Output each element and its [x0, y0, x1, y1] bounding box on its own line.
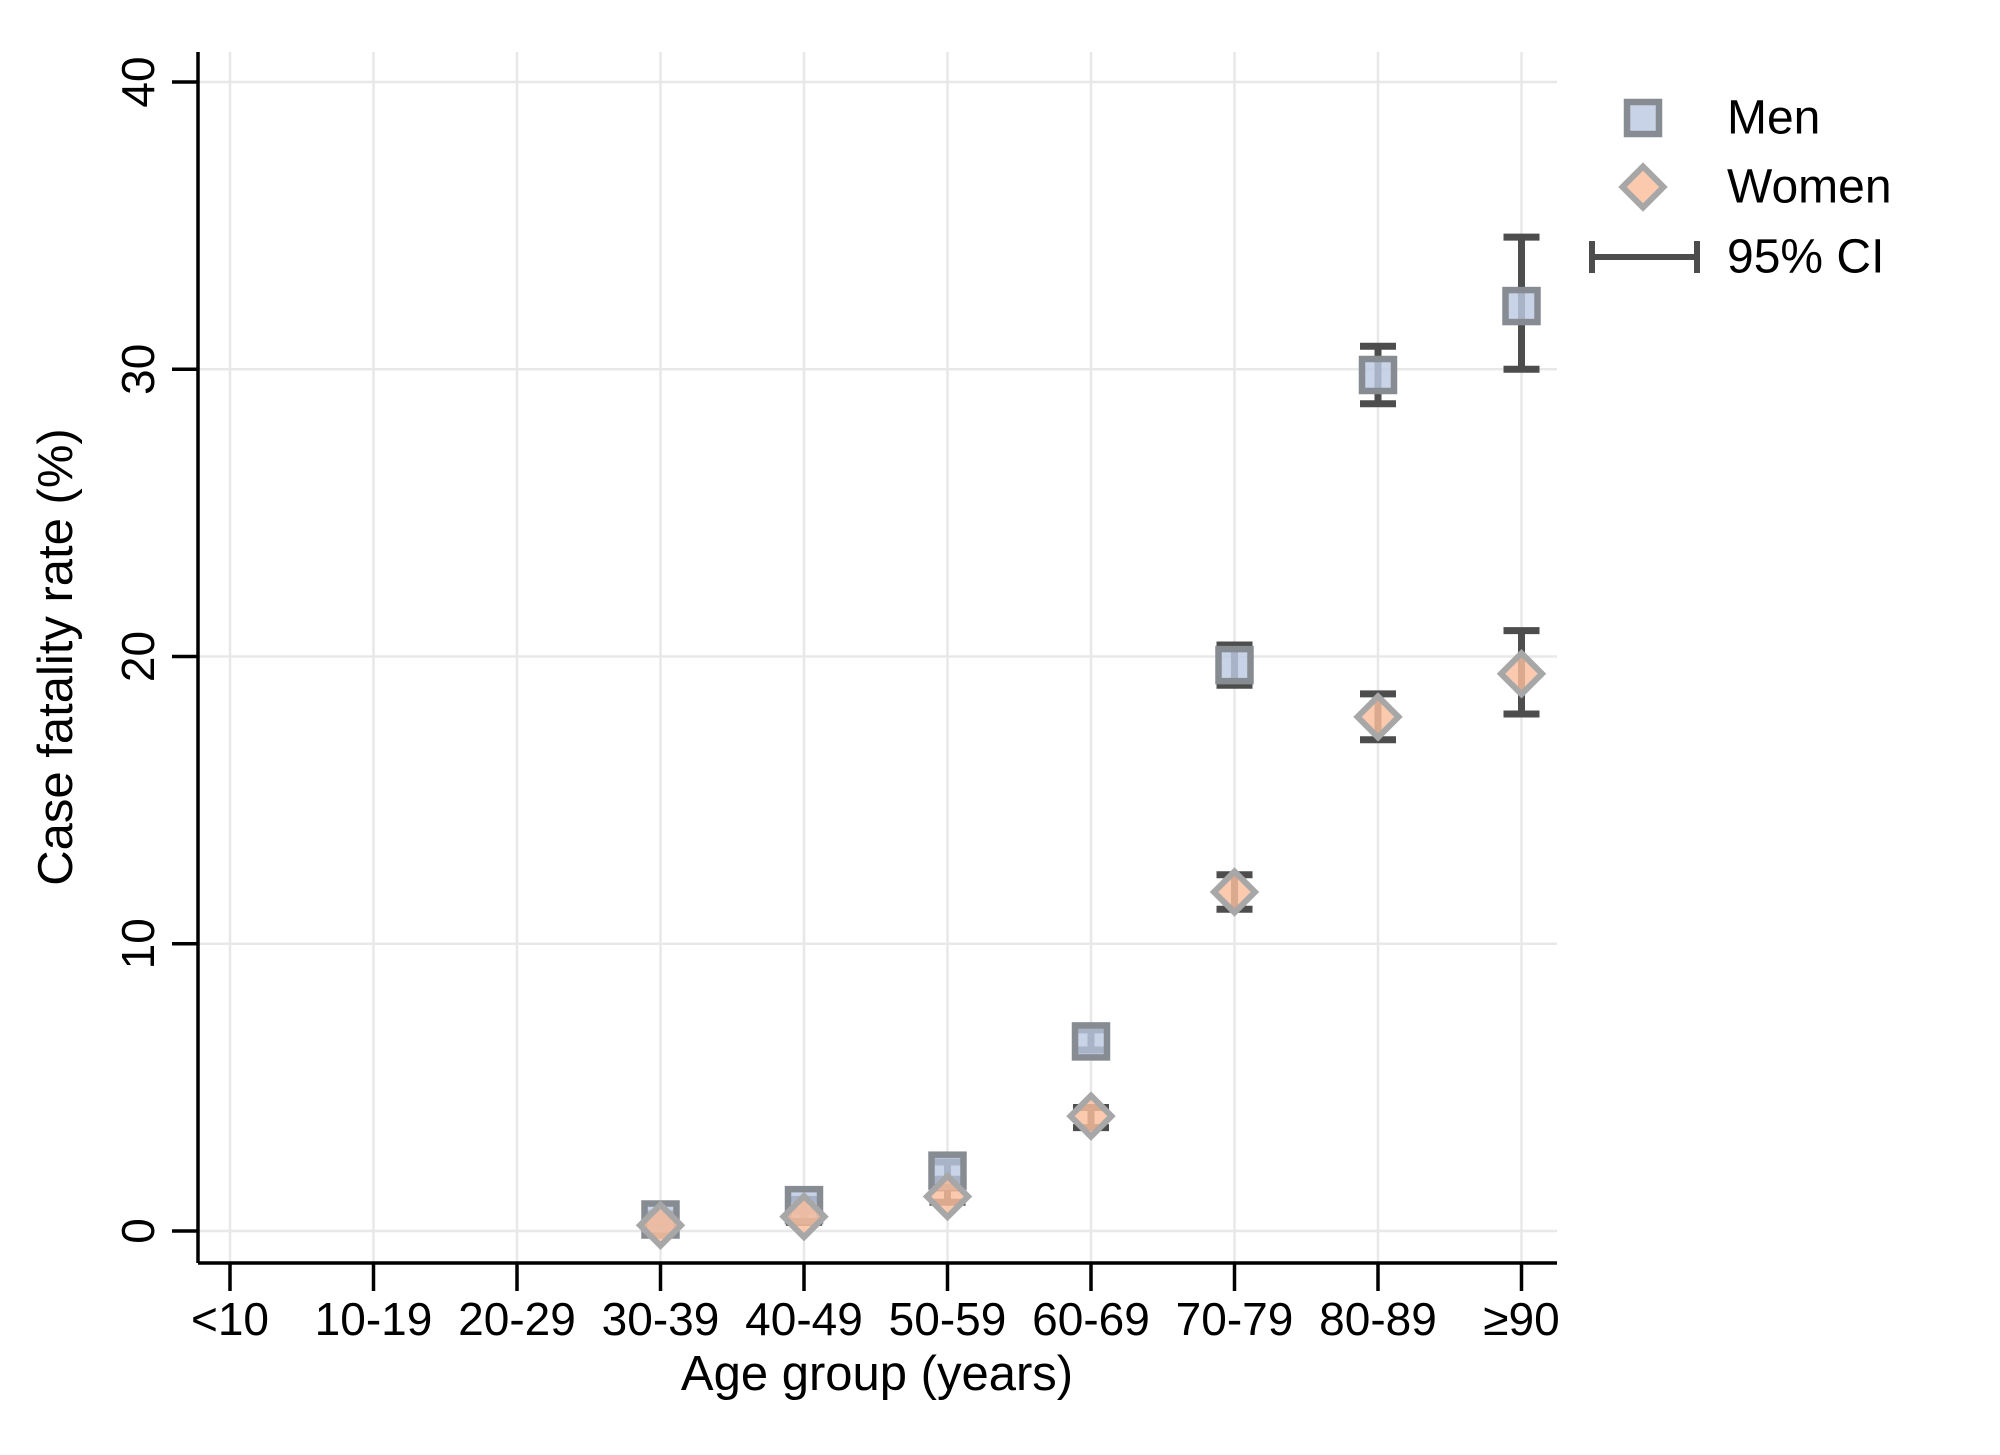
x-axis-title: Age group (years): [681, 1347, 1073, 1401]
marker-women-≥90: [1496, 648, 1547, 699]
legend-row-men: [1623, 98, 1663, 138]
y-tick-label-20: 20: [112, 631, 164, 682]
legend-label-men: Men: [1727, 92, 1820, 145]
marker-women-40-49: [779, 1191, 829, 1242]
marker-men-≥90: [1502, 286, 1541, 326]
series-women: [635, 648, 1547, 1251]
legend-row-95-ci: [1589, 241, 1700, 273]
y-axis-title: Case fatality rate (%): [29, 428, 83, 886]
x-tick-label-3: 30-39: [602, 1293, 720, 1345]
legend: [1589, 98, 1700, 273]
legend-women-marker: [1618, 162, 1668, 212]
y-tick-label-30: 30: [112, 344, 164, 395]
marker-men-80-89: [1358, 355, 1398, 395]
x-tick-label-5: 50-59: [889, 1293, 1007, 1345]
legend-men-marker: [1623, 98, 1663, 138]
x-tick-label-7: 70-79: [1176, 1293, 1294, 1345]
marker-women-30-39: [635, 1200, 686, 1251]
marker-men-70-79: [1215, 645, 1254, 685]
gridlines: [198, 52, 1557, 1263]
marker-men-60-69: [1071, 1022, 1111, 1061]
marker-women-60-69: [1066, 1091, 1116, 1141]
x-tick-label-0: <10: [191, 1293, 269, 1345]
x-tick-label-2: 20-29: [458, 1293, 576, 1345]
marker-women-80-89: [1353, 692, 1403, 742]
x-tick-label-1: 10-19: [315, 1293, 433, 1345]
axes: [172, 52, 1557, 1291]
legend-label-women: Women: [1727, 161, 1892, 214]
marker-women-70-79: [1209, 867, 1260, 917]
legend-row-women: [1618, 162, 1668, 212]
x-tick-label-9: ≥90: [1483, 1293, 1559, 1345]
x-tick-label-6: 60-69: [1032, 1293, 1150, 1345]
y-tick-label-40: 40: [112, 56, 164, 107]
x-tick-label-4: 40-49: [745, 1293, 863, 1345]
y-tick-label-10: 10: [112, 918, 164, 969]
marker-women-50-59: [922, 1171, 973, 1222]
legend-label-95-ci: 95% CI: [1727, 231, 1884, 284]
y-tick-label-0: 0: [112, 1218, 164, 1244]
x-tick-label-8: 80-89: [1319, 1293, 1437, 1345]
